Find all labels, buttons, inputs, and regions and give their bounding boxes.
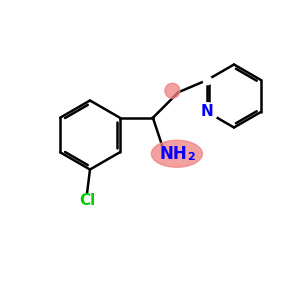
Text: NH: NH (159, 145, 187, 163)
Text: 2: 2 (188, 152, 195, 162)
Text: N: N (200, 104, 213, 119)
Ellipse shape (152, 140, 202, 167)
Circle shape (165, 83, 180, 98)
Text: Cl: Cl (79, 193, 95, 208)
